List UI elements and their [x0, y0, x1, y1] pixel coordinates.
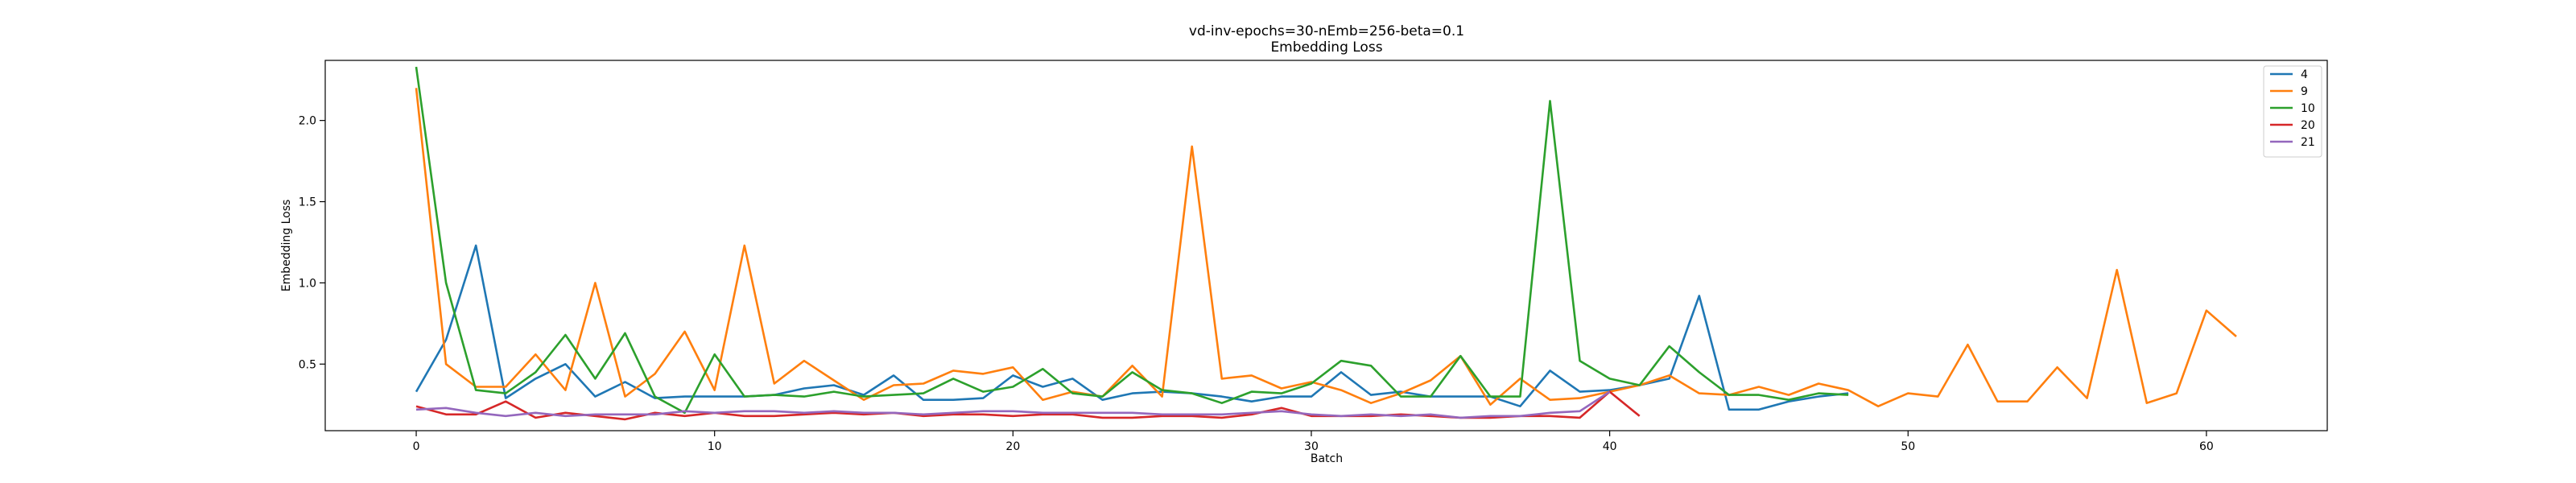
legend-label: 20 [2301, 119, 2315, 132]
plot-frame [324, 60, 2328, 431]
legend-label: 4 [2301, 68, 2308, 81]
legend-label: 10 [2301, 102, 2315, 115]
chart-title: vd-inv-epochs=30-nEmb=256-beta=0.1 [1189, 23, 1464, 39]
series-line-20 [415, 390, 1641, 421]
y-tick-label: 0.5 [299, 358, 316, 371]
y-axis: 0.5 1.0 1.5 2.0 [299, 115, 325, 371]
y-axis-label: Embedding Loss [280, 200, 293, 292]
x-axis-label: Batch [1311, 452, 1343, 465]
x-tick-label: 60 [2199, 440, 2214, 453]
x-tick-label: 30 [1304, 440, 1319, 453]
x-tick-label: 40 [1603, 440, 1617, 453]
y-tick-label: 1.0 [299, 277, 316, 290]
series-line-4 [415, 244, 1849, 411]
legend-box [2263, 65, 2322, 158]
x-tick-label: 10 [708, 440, 722, 453]
legend-label: 21 [2301, 136, 2315, 149]
series-group [415, 66, 2237, 421]
legend: 4 9 10 20 21 [2263, 65, 2322, 158]
legend-label: 9 [2301, 85, 2308, 98]
chart-subtitle: Embedding Loss [1270, 39, 1382, 56]
series-line-9 [415, 88, 2237, 408]
y-tick-label: 1.5 [299, 196, 316, 209]
y-tick-label: 2.0 [299, 115, 316, 128]
x-tick-label: 0 [413, 440, 420, 453]
x-tick-label: 50 [1901, 440, 1915, 453]
x-axis: 0 10 20 30 40 50 60 [413, 431, 2214, 453]
series-line-21 [415, 390, 1611, 419]
series-line-10 [415, 66, 1849, 415]
x-tick-label: 20 [1005, 440, 1020, 453]
